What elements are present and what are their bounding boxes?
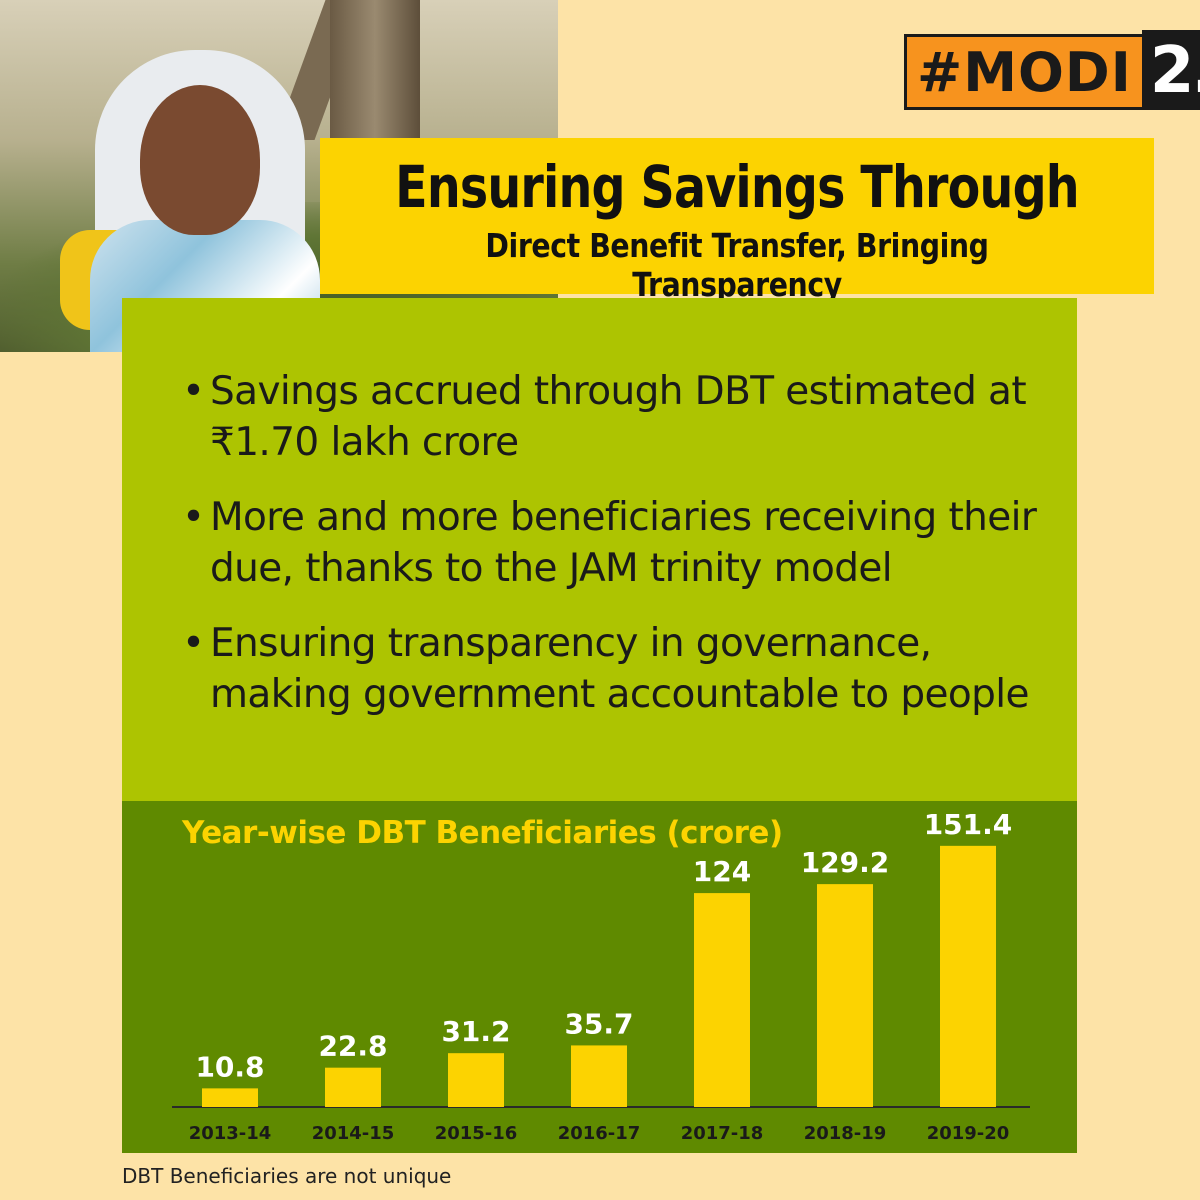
data-label: 35.7	[564, 1007, 633, 1040]
title-box: Ensuring Savings Through Direct Benefit …	[320, 138, 1154, 304]
bar-chart: 10.8 2013-14 22.8 2014-15 31.2 2015-16 35.7 201…	[172, 808, 1030, 1144]
hashtag-version: 2.0	[1141, 30, 1200, 110]
chart-panel: Year-wise DBT Beneficiaries (crore) 10.8…	[122, 801, 1077, 1153]
page-subtitle: Direct Benefit Transfer, Bringing Transp…	[485, 226, 989, 304]
bar-2015-16	[448, 1053, 504, 1107]
bullet-text: Ensuring transparency in governance, mak…	[210, 621, 1030, 717]
hashtag-text: #MODI	[904, 34, 1142, 110]
list-item: • More and more beneficiaries receiving …	[182, 492, 1072, 594]
list-item: • Ensuring transparency in governance, m…	[182, 618, 1072, 720]
data-label: 10.8	[195, 1050, 264, 1083]
data-label: 124	[693, 855, 751, 888]
x-tick-label: 2014-15	[312, 1123, 395, 1144]
x-tick-label: 2018-19	[804, 1123, 887, 1144]
data-label: 31.2	[441, 1015, 510, 1048]
x-tick-label: 2013-14	[189, 1123, 272, 1144]
bar-2013-14	[202, 1088, 258, 1107]
x-tick-label: 2015-16	[435, 1123, 518, 1144]
chart-title: Year-wise DBT Beneficiaries (crore)	[182, 815, 783, 851]
bar-2014-15	[325, 1067, 381, 1107]
x-tick-label: 2016-17	[558, 1123, 641, 1144]
bullet-list: • Savings accrued through DBT estimated …	[182, 366, 1072, 744]
bar-2017-18	[694, 893, 750, 1107]
page-title: Ensuring Savings Through	[395, 153, 1079, 221]
bullet-glyph: •	[182, 495, 205, 540]
bar-2019-20	[940, 845, 996, 1107]
list-item: • Savings accrued through DBT estimated …	[182, 366, 1072, 468]
bar-2018-19	[817, 884, 873, 1107]
footnote: DBT Beneficiaries are not unique	[122, 1164, 452, 1188]
x-tick-label: 2019-20	[927, 1123, 1010, 1144]
hashtag-badge: #MODI 2.0	[904, 30, 1200, 110]
x-tick-label: 2017-18	[681, 1123, 764, 1144]
data-label: 22.8	[318, 1030, 387, 1063]
bullet-glyph: •	[182, 621, 205, 666]
data-label: 151.4	[924, 808, 1013, 841]
bullet-glyph: •	[182, 369, 205, 414]
bullet-panel: • Savings accrued through DBT estimated …	[122, 298, 1077, 801]
bullet-text: Savings accrued through DBT estimated at…	[210, 369, 1027, 465]
bar-2016-17	[571, 1045, 627, 1107]
data-label: 129.2	[801, 846, 890, 879]
bullet-text: More and more beneficiaries receiving th…	[210, 495, 1037, 591]
